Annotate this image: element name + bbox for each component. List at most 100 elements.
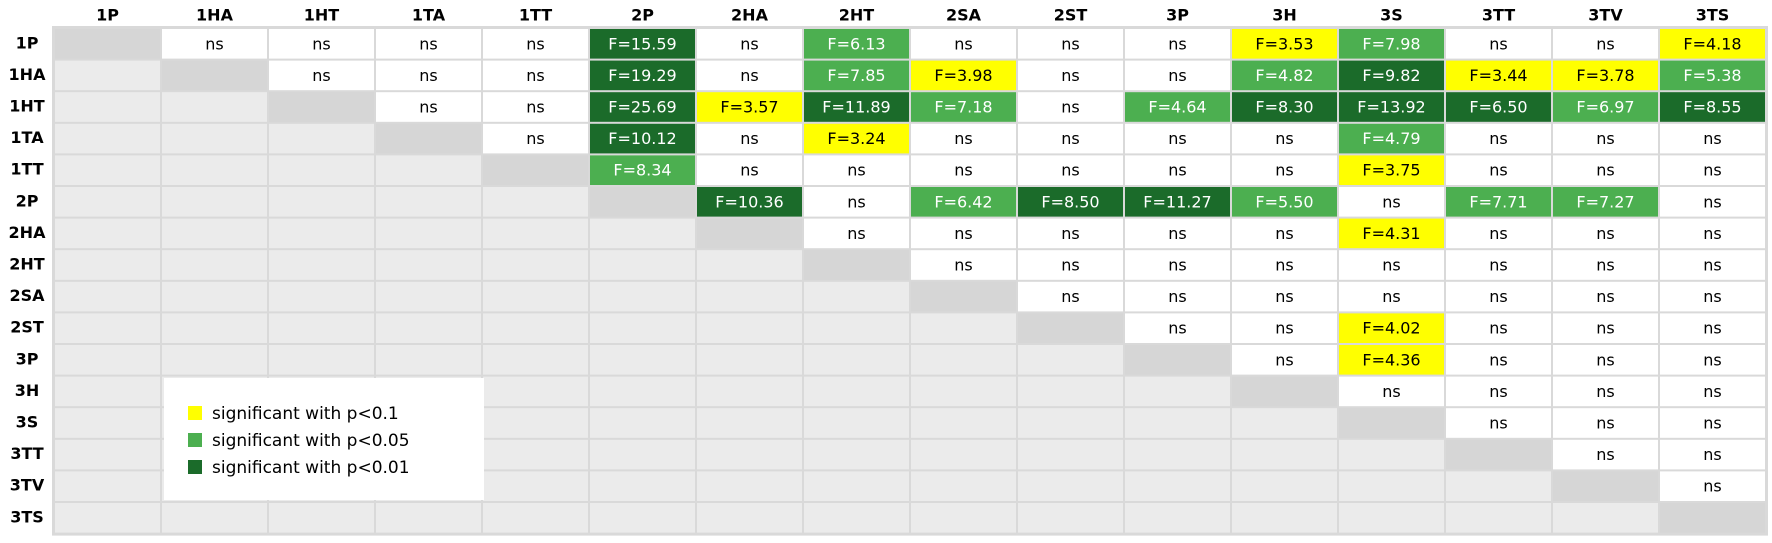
cell [1446,313,1551,343]
cell-text: ns [1061,98,1079,117]
empty-cell [55,218,160,249]
empty-cell [1018,439,1123,470]
empty-cell [697,503,802,533]
cell-text: ns [847,224,865,243]
cell-text: F=9.82 [1362,66,1420,85]
cell [1660,439,1765,470]
empty-cell [1339,439,1444,470]
empty-cell [376,281,481,312]
empty-cell [1125,439,1230,470]
empty-cell [55,503,160,533]
empty-cell [911,439,1016,470]
cell [1446,155,1551,185]
cell [1018,29,1123,59]
cell [1339,250,1444,280]
cell-text: ns [1061,256,1079,275]
cell [1553,187,1658,217]
empty-cell [1446,503,1551,533]
cell-text: ns [419,98,437,117]
cell [1018,281,1123,312]
diagonal-cell [911,281,1016,312]
cell-text: ns [1489,224,1507,243]
row-header: 3P [16,349,39,368]
cell [911,60,1016,91]
empty-cell [804,313,909,343]
cell-text: ns [1703,287,1721,306]
empty-cell [697,313,802,343]
empty-cell [697,471,802,501]
cell-text: F=8.34 [613,161,671,180]
empty-cell [697,376,802,407]
cell [1339,60,1444,91]
cell-text: ns [526,98,544,117]
cell-text: F=4.82 [1255,66,1313,85]
cell [911,187,1016,217]
column-header: 3TS [1696,6,1730,25]
empty-cell [1232,439,1337,470]
empty-cell [1018,376,1123,407]
cell [1660,92,1765,122]
cell-text: F=3.98 [934,66,992,85]
cell-text: F=8.30 [1255,98,1313,117]
cell-text: F=15.59 [608,34,676,53]
empty-cell [911,345,1016,375]
cell [1232,60,1337,91]
cell [483,123,588,154]
cell [1553,408,1658,438]
cell [1660,313,1765,343]
empty-cell [55,92,160,122]
cell-text: F=7.18 [934,98,992,117]
cell-text: ns [1703,161,1721,180]
cell-text: ns [1489,414,1507,433]
empty-cell [1018,503,1123,533]
cell-text: F=6.50 [1469,98,1527,117]
cell-text: ns [740,66,758,85]
empty-cell [697,345,802,375]
cell-text: ns [1061,66,1079,85]
cell [911,218,1016,249]
cell [483,60,588,91]
cell [804,155,909,185]
empty-cell [1553,503,1658,533]
empty-cell [162,187,267,217]
diagonal-cell [1660,503,1765,533]
row-header: 1HA [9,65,47,84]
legend-swatch [188,406,202,420]
cell-text: ns [1489,382,1507,401]
cell-text: ns [1703,129,1721,148]
cell [1446,187,1551,217]
cell-text: ns [1275,256,1293,275]
cell [1553,29,1658,59]
empty-cell [162,345,267,375]
cell-text: F=3.78 [1576,66,1634,85]
empty-cell [483,218,588,249]
column-header: 1HT [304,6,340,25]
cell [697,155,802,185]
cell-text: ns [1061,34,1079,53]
cell-text: ns [205,34,223,53]
empty-cell [162,313,267,343]
empty-cell [1232,408,1337,438]
empty-cell [1232,503,1337,533]
cell [1446,345,1551,375]
empty-cell [1125,408,1230,438]
empty-cell [804,471,909,501]
empty-cell [1125,376,1230,407]
cell [1125,155,1230,185]
empty-cell [804,408,909,438]
cell-text: F=13.92 [1357,98,1425,117]
cell-text: ns [1489,287,1507,306]
empty-cell [911,503,1016,533]
empty-cell [911,408,1016,438]
cell-text: ns [740,129,758,148]
empty-cell [269,345,374,375]
cell [269,60,374,91]
empty-cell [269,281,374,312]
cell-text: ns [1596,350,1614,369]
column-header: 1P [96,6,119,25]
diagonal-cell [1553,471,1658,501]
empty-cell [55,281,160,312]
empty-cell [162,155,267,185]
cell-text: ns [1275,350,1293,369]
row-header: 1P [16,33,39,52]
